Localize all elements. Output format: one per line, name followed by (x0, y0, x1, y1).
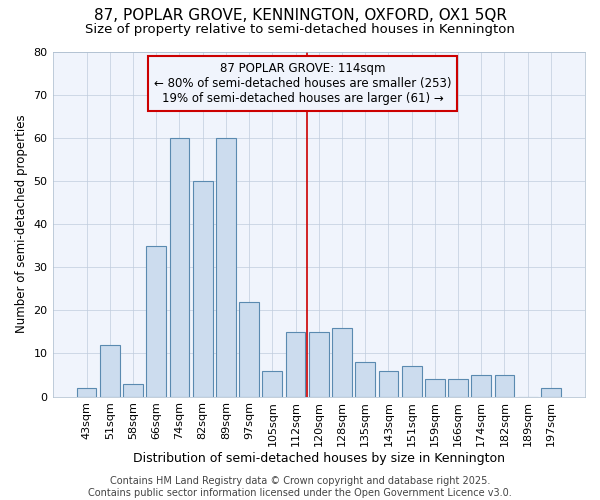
Bar (123, 384, 143, 396)
Text: Size of property relative to semi-detached houses in Kennington: Size of property relative to semi-detach… (85, 22, 515, 36)
Bar (355, 362, 375, 396)
Bar (170, 138, 190, 396)
Bar (425, 380, 445, 396)
Y-axis label: Number of semi-detached properties: Number of semi-detached properties (15, 114, 28, 334)
Bar (494, 375, 514, 396)
Bar (216, 138, 236, 396)
Bar (286, 332, 305, 396)
Text: 87, POPLAR GROVE, KENNINGTON, OXFORD, OX1 5QR: 87, POPLAR GROVE, KENNINGTON, OXFORD, OX… (94, 8, 506, 22)
Bar (332, 328, 352, 396)
Bar (402, 366, 422, 396)
Bar (472, 375, 491, 396)
Text: Contains HM Land Registry data © Crown copyright and database right 2025.
Contai: Contains HM Land Registry data © Crown c… (88, 476, 512, 498)
Text: 87 POPLAR GROVE: 114sqm
← 80% of semi-detached houses are smaller (253)
19% of s: 87 POPLAR GROVE: 114sqm ← 80% of semi-de… (154, 62, 452, 105)
Bar (239, 302, 259, 396)
Bar (448, 380, 468, 396)
Bar (309, 332, 329, 396)
Bar (146, 246, 166, 396)
Bar (541, 388, 561, 396)
Bar (100, 345, 119, 397)
X-axis label: Distribution of semi-detached houses by size in Kennington: Distribution of semi-detached houses by … (133, 452, 505, 465)
Bar (193, 181, 212, 396)
Bar (77, 388, 97, 396)
Bar (262, 370, 282, 396)
Bar (379, 370, 398, 396)
